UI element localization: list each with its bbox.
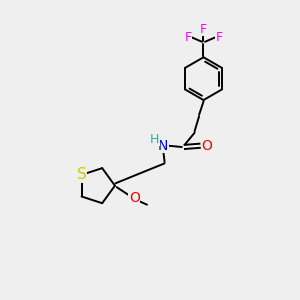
Text: N: N [158, 139, 168, 152]
Text: F: F [184, 31, 192, 44]
Text: O: O [202, 139, 212, 152]
Text: H: H [150, 133, 159, 146]
Text: S: S [77, 167, 86, 182]
Text: O: O [129, 191, 140, 205]
Text: F: F [215, 31, 223, 44]
Text: F: F [200, 22, 207, 35]
